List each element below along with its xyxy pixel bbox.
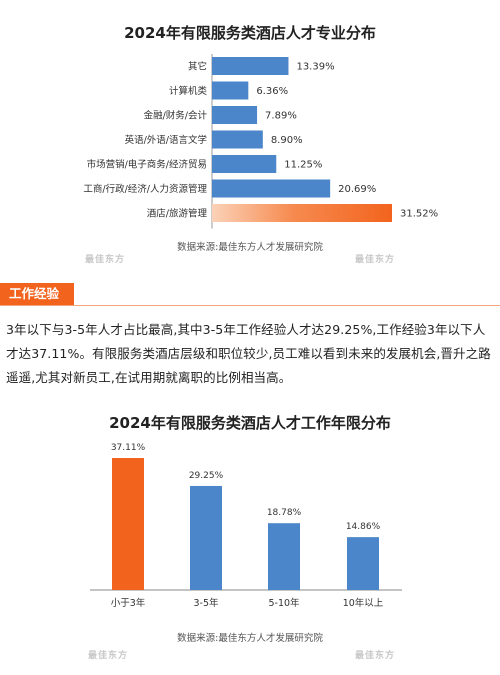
bar xyxy=(212,106,258,124)
category-label: 5-10年 xyxy=(268,597,300,609)
value-label: 20.69% xyxy=(338,184,376,195)
major-distribution-chart: 其它 13.39% 计算机类 6.36% 金融/财务/会计 7.89% 英语/外语/语言文学… xyxy=(83,54,438,229)
bar xyxy=(112,458,144,590)
value-label: 29.25% xyxy=(189,471,224,481)
value-label: 31.52% xyxy=(400,209,438,220)
watermark-logo: 最佳东方 xyxy=(355,651,396,661)
category-label: 市场营销/电子商务/经济贸易 xyxy=(87,159,207,171)
category-label: 工商/行政/经济/人力资源管理 xyxy=(83,183,207,195)
bar xyxy=(212,204,392,222)
category-label: 金融/财务/会计 xyxy=(144,110,208,122)
value-label: 6.36% xyxy=(256,86,288,97)
bar xyxy=(212,57,289,75)
section-divider xyxy=(0,305,500,306)
chart2-source: 数据来源:最佳东方人才发展研究院 xyxy=(177,633,323,644)
category-label: 计算机类 xyxy=(169,85,208,97)
bar xyxy=(212,155,277,173)
bar xyxy=(212,179,331,198)
value-label: 18.78% xyxy=(267,508,302,518)
bar xyxy=(268,523,300,590)
section-tag: 工作经验 xyxy=(0,283,74,305)
category-label: 酒店/旅游管理 xyxy=(147,208,208,220)
bar xyxy=(190,485,222,590)
watermark-logo: 最佳东方 xyxy=(85,255,126,265)
chart2-title: 2024年有限服务类酒店人才工作年限分布 xyxy=(109,414,391,432)
value-label: 37.11% xyxy=(111,443,146,453)
bar xyxy=(212,130,263,149)
section-paragraph: 3年以下与3-5年人才占比最高,其中3-5年工作经验人才达29.25%,工作经验… xyxy=(6,322,491,385)
bar xyxy=(347,537,379,590)
experience-distribution-chart: 37.11% 小于3年 29.25% 3-5年 18.78% 5-10年 14.86% 10年… xyxy=(90,443,402,609)
chart1-title: 2024年有限服务类酒店人才专业分布 xyxy=(124,24,376,42)
value-label: 7.89% xyxy=(265,111,297,122)
value-label: 14.86% xyxy=(346,522,381,532)
value-label: 13.39% xyxy=(296,62,334,73)
category-label: 10年以上 xyxy=(343,597,384,609)
category-label: 英语/外语/语言文学 xyxy=(125,134,207,146)
value-label: 8.90% xyxy=(271,135,303,146)
category-label: 其它 xyxy=(188,61,207,73)
chart1-source: 数据来源:最佳东方人才发展研究院 xyxy=(177,242,323,253)
category-label: 3-5年 xyxy=(193,597,219,609)
watermark-logo: 最佳东方 xyxy=(355,255,396,265)
category-label: 小于3年 xyxy=(111,597,146,609)
value-label: 11.25% xyxy=(284,160,322,171)
bar xyxy=(212,81,249,100)
watermark-logo: 最佳东方 xyxy=(88,651,129,661)
